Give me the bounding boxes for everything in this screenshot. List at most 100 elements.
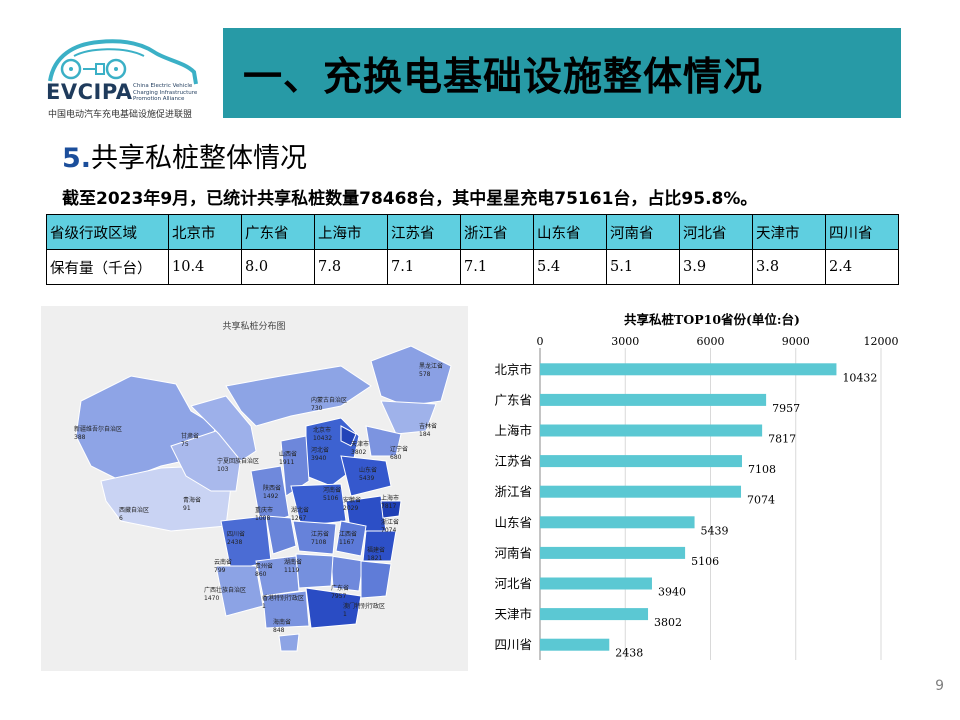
table-cell: 5.1 — [606, 249, 680, 285]
region-shanghai — [380, 500, 402, 519]
map-label: 澳门特别行政区 — [343, 602, 385, 610]
region-neimenggu — [225, 365, 372, 427]
map-label: 云南省 — [214, 558, 232, 566]
map-value: 3802 — [351, 449, 366, 456]
x-tick-label: 0 — [537, 335, 544, 348]
category-label: 浙江省 — [494, 484, 532, 499]
data-label: 7108 — [748, 463, 776, 476]
map-value: 680 — [390, 454, 402, 461]
data-label: 10432 — [842, 371, 877, 384]
category-label: 上海市 — [494, 423, 532, 438]
map-value: 1008 — [255, 515, 270, 522]
bar — [540, 608, 649, 621]
map-value: 2029 — [343, 505, 358, 512]
map-value: 91 — [183, 505, 191, 512]
region-chongqing — [265, 515, 297, 555]
map-label: 内蒙古自治区 — [311, 396, 347, 404]
table-cell: 3.8 — [752, 249, 826, 285]
region-guangxi — [262, 590, 310, 629]
map-value: 5439 — [359, 475, 374, 482]
logo-english-name: China Electric Vehicle Charging Infrastr… — [133, 83, 198, 102]
map-label: 广东省 — [331, 584, 349, 592]
map-label: 香港特别行政区 — [262, 594, 304, 602]
table-cell: 广东省 — [241, 214, 315, 250]
map-value: 1911 — [279, 459, 294, 466]
data-label: 2438 — [615, 647, 643, 660]
map-value: 730 — [311, 405, 323, 412]
bar — [540, 363, 837, 376]
table-cell: 3.9 — [679, 249, 753, 285]
map-label: 重庆市 — [255, 506, 273, 514]
slide-title-bar: 一、充换电基础设施整体情况 — [223, 28, 901, 118]
map-value: 1470 — [204, 595, 219, 602]
map-value: 1167 — [339, 539, 354, 546]
map-label: 青海省 — [183, 496, 201, 504]
bar — [540, 516, 695, 529]
table-header-row: 省级行政区域 北京市 广东省 上海市 江苏省 浙江省 山东省 河南省 河北省 天… — [46, 214, 899, 250]
map-label: 辽宁省 — [390, 445, 408, 453]
table-cell: 7.1 — [387, 249, 461, 285]
province-table: 省级行政区域 北京市 广东省 上海市 江苏省 浙江省 山东省 河南省 河北省 天… — [46, 214, 899, 285]
table-cell: 四川省 — [825, 214, 899, 250]
map-label: 上海市 — [381, 494, 399, 502]
map-value: 2438 — [227, 539, 242, 546]
map-value: 184 — [419, 431, 431, 438]
table-cell: 江苏省 — [387, 214, 461, 250]
map-label: 海南省 — [273, 618, 291, 626]
region-beijing — [340, 425, 357, 447]
section-heading: 5.共享私桩整体情况 — [62, 136, 307, 175]
region-jilin — [380, 400, 437, 435]
data-label: 5106 — [691, 555, 719, 568]
region-shanxi — [280, 435, 310, 497]
table-header-label: 省级行政区域 — [46, 214, 169, 250]
region-heilongjiang — [370, 345, 452, 407]
map-label: 安徽省 — [343, 496, 361, 504]
category-label: 北京市 — [494, 362, 532, 377]
map-label: 天津市 — [351, 440, 369, 448]
map-label: 山西省 — [279, 450, 297, 458]
table-cell: 2.4 — [825, 249, 899, 285]
map-label: 贵州省 — [255, 562, 273, 570]
x-tick-label: 3000 — [611, 335, 639, 348]
table-row: 保有量（千台） 10.4 8.0 7.8 7.1 7.1 5.4 5.1 3.9… — [46, 249, 899, 285]
table-cell: 7.8 — [314, 249, 388, 285]
map-label: 西藏自治区 — [119, 506, 149, 514]
bar — [540, 577, 652, 590]
table-cell: 10.4 — [168, 249, 242, 285]
map-label: 广西壮族自治区 — [204, 586, 246, 594]
summary-text: 截至2023年9月，已统计共享私桩数量78468台，其中星星充电75161台，占… — [62, 189, 758, 209]
x-tick-label: 6000 — [697, 335, 725, 348]
bar — [540, 424, 763, 437]
region-hubei — [292, 520, 337, 555]
map-label: 江苏省 — [311, 530, 329, 538]
x-tick-label: 9000 — [782, 335, 810, 348]
bar-chart-svg: 共享私桩TOP10省份(单位:台) 0 3000 6000 9000 12000 北京市 1… — [494, 312, 899, 660]
car-plug-icon — [48, 39, 198, 85]
category-label: 江苏省 — [494, 454, 532, 469]
map-value: 75 — [181, 441, 189, 448]
map-value: 578 — [419, 371, 431, 378]
page-number: 9 — [935, 678, 944, 694]
region-fujian — [360, 560, 392, 599]
data-label: 7074 — [747, 494, 775, 507]
logo-chinese-name: 中国电动汽车充电基础设施促进联盟 — [48, 110, 193, 120]
map-value: 3940 — [311, 455, 326, 462]
region-guizhou — [255, 555, 300, 597]
x-tick-label: 12000 — [864, 335, 899, 348]
table-cell: 浙江省 — [460, 214, 534, 250]
data-label: 3802 — [654, 616, 682, 629]
map-value: 388 — [74, 434, 86, 441]
map-value: 103 — [217, 466, 229, 473]
map-value: 5106 — [323, 495, 338, 502]
chart-title: 共享私桩TOP10省份(单位:台) — [624, 312, 800, 327]
distribution-map-panel: 共享私桩分布图 黑龙江省 578 吉林省 184 — [41, 306, 468, 671]
map-label: 福建省 — [367, 546, 385, 554]
map-value: 7817 — [381, 503, 396, 510]
region-shandong — [340, 455, 392, 497]
map-value: 860 — [255, 571, 267, 578]
map-label: 宁夏回族自治区 — [217, 457, 259, 465]
map-label: 湖北省 — [291, 506, 309, 514]
section-title: 共享私桩整体情况 — [91, 143, 308, 174]
